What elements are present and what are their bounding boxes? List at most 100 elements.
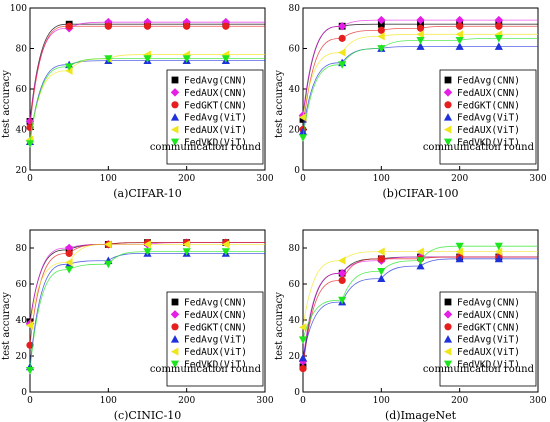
legend-label: FedAUX(ViT) <box>184 125 247 136</box>
x-tick-label: 0 <box>27 174 33 184</box>
plot-frame <box>302 229 539 393</box>
legend-label: FedAUX(CNN) <box>457 310 520 321</box>
legend-label: FedAUX(CNN) <box>184 310 247 321</box>
legend-marker <box>444 101 452 109</box>
legend-label: FedAvg(ViT) <box>457 335 520 346</box>
x-tick-label: 200 <box>451 174 468 184</box>
data-point <box>298 353 308 362</box>
data-point <box>143 248 152 256</box>
data-point <box>455 30 464 39</box>
data-point <box>182 248 191 256</box>
y-tick-label: 60 <box>16 85 28 95</box>
data-point <box>377 15 386 25</box>
legend-marker <box>443 335 453 343</box>
legend-box <box>439 291 537 387</box>
y-tick-label: 40 <box>289 316 301 326</box>
data-point <box>416 37 425 45</box>
data-point <box>494 15 504 25</box>
data-point <box>298 134 308 142</box>
data-point <box>494 247 503 256</box>
legend-box <box>439 69 537 165</box>
y-tick-label: 40 <box>289 85 301 95</box>
data-point <box>104 22 112 30</box>
legend-label: FedAUX(CNN) <box>184 88 247 99</box>
legend-label: FedAvg(ViT) <box>184 335 247 346</box>
data-point <box>338 61 347 69</box>
data-point <box>338 48 346 57</box>
legend-marker <box>443 88 453 97</box>
data-point <box>494 242 503 251</box>
data-point <box>494 42 503 50</box>
data-point <box>298 336 308 344</box>
data-point <box>25 117 35 126</box>
x-axis-label: communication round <box>423 142 535 153</box>
panel-caption: (a)CIFAR-10 <box>113 187 182 200</box>
legend-marker <box>444 76 452 84</box>
legend-label: FedVKD(ViT) <box>457 360 520 371</box>
legend-marker <box>171 101 179 109</box>
data-point <box>416 15 425 25</box>
data-point <box>494 254 503 263</box>
legend-box <box>166 69 264 165</box>
data-point <box>65 249 73 257</box>
data-point <box>416 24 425 32</box>
data-point <box>455 242 464 251</box>
x-tick-label: 100 <box>373 174 390 184</box>
data-point <box>298 113 307 122</box>
y-tick-label: 20 <box>289 126 301 136</box>
x-tick-label: 300 <box>256 174 273 184</box>
data-point <box>338 256 346 265</box>
legend: FedAvg(CNN)FedAUX(CNN)FedGKT(CNN) FedAvg(… <box>439 69 537 165</box>
x-tick-label: 100 <box>100 396 117 406</box>
y-tick-label: 0 <box>294 166 300 176</box>
legend-marker <box>171 298 179 306</box>
chart-panel: 0 100 200 300 0 20 40 60 80 test accuracy FedAvg(C… <box>274 229 547 422</box>
x-tick-label: 200 <box>178 174 195 184</box>
data-point <box>377 274 386 282</box>
y-tick-label: 40 <box>16 126 28 136</box>
legend-marker <box>170 138 180 147</box>
legend: FedAvg(CNN)FedAUX(CNN)FedGKT(CNN) FedAvg(… <box>166 69 264 165</box>
legend-label: FedAUX(ViT) <box>184 347 247 358</box>
data-point <box>416 30 424 39</box>
legend-marker <box>443 310 453 319</box>
data-point <box>143 55 152 63</box>
data-point <box>104 260 113 269</box>
legend-marker <box>444 323 452 331</box>
y-axis-label: test accuracy <box>1 70 12 138</box>
y-tick-label: 80 <box>289 244 301 254</box>
legend-label: FedAvg(CNN) <box>457 298 520 309</box>
x-tick-label: 100 <box>373 396 390 406</box>
legend-marker <box>171 76 179 84</box>
data-point <box>299 365 307 373</box>
data-point <box>377 45 386 53</box>
legend-label: FedAvg(CNN) <box>457 76 520 87</box>
legend: FedAvg(CNN)FedAUX(CNN)FedGKT(CNN) FedAvg(… <box>439 291 537 387</box>
x-tick-label: 0 <box>300 174 306 184</box>
data-point <box>64 243 74 253</box>
data-point <box>182 240 191 249</box>
legend-marker <box>444 298 452 306</box>
legend-marker <box>443 347 452 356</box>
data-point <box>455 42 464 50</box>
y-axis-label: test accuracy <box>1 292 12 360</box>
data-point <box>416 257 425 265</box>
x-axis-label: communication round <box>150 364 262 375</box>
plot-frame <box>29 229 266 393</box>
data-point <box>337 268 347 278</box>
data-point <box>143 22 152 30</box>
data-point <box>377 247 385 256</box>
y-tick-label: 20 <box>289 352 301 362</box>
data-point <box>221 55 230 63</box>
legend-marker <box>170 310 180 319</box>
legend-label: FedVKD(ViT) <box>184 360 247 371</box>
legend-marker <box>443 125 452 134</box>
x-axis-label: communication round <box>150 142 262 153</box>
data-point <box>65 258 73 267</box>
data-point <box>416 261 425 270</box>
data-point <box>495 22 503 30</box>
data-point <box>65 22 73 30</box>
data-point <box>494 34 503 43</box>
legend-marker <box>171 323 179 331</box>
y-tick-label: 20 <box>16 166 28 176</box>
